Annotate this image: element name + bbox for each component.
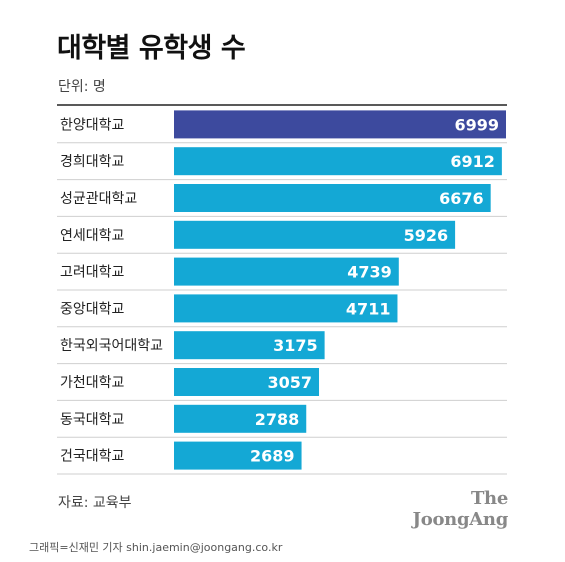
value-label: 6912 <box>450 152 495 171</box>
unit-label: 단위: 명 <box>58 79 106 95</box>
bar-chart: 한양대학교 6999 경희대학교 6912 성균관대학교 6676 연세대학교 5926 고려대… <box>57 104 507 475</box>
category-label: 한국외국어대학교 <box>60 338 163 354</box>
bar <box>174 368 320 396</box>
graphic-credit: 그래픽=신재민 기자 shin.jaemin@joongang.co.kr <box>29 541 283 554</box>
bar <box>174 441 302 470</box>
value-label: 4739 <box>347 263 392 282</box>
value-label: 6999 <box>454 115 499 134</box>
value-label: 4711 <box>346 299 391 318</box>
value-label: 6676 <box>439 189 484 208</box>
bar <box>174 184 491 212</box>
bar <box>174 110 506 139</box>
bar <box>174 147 502 176</box>
brand-logo: The JoongAng <box>412 488 509 530</box>
value-label: 2689 <box>250 447 295 466</box>
category-label: 건국대학교 <box>60 449 125 465</box>
value-label: 5926 <box>404 226 449 245</box>
value-label: 3057 <box>267 373 312 392</box>
category-label: 동국대학교 <box>60 412 125 428</box>
chart-title: 대학별 유학생 수 <box>57 33 246 64</box>
bar <box>174 257 399 286</box>
bar-rows: 한양대학교 6999 경희대학교 6912 성균관대학교 6676 연세대학교 5926 고려대… <box>57 110 507 475</box>
category-label: 한양대학교 <box>60 117 125 133</box>
value-label: 2788 <box>255 410 300 429</box>
source-label: 자료: 교육부 <box>58 495 132 511</box>
category-label: 고려대학교 <box>60 265 125 281</box>
bar <box>174 331 325 360</box>
category-label: 성균관대학교 <box>60 191 137 207</box>
category-label: 연세대학교 <box>60 228 125 244</box>
value-label: 3175 <box>273 336 318 355</box>
bar <box>174 404 307 433</box>
category-label: 중앙대학교 <box>60 301 125 317</box>
category-label: 가천대학교 <box>60 375 125 391</box>
bar <box>174 220 456 249</box>
category-label: 경희대학교 <box>60 154 125 170</box>
bar <box>174 294 398 323</box>
